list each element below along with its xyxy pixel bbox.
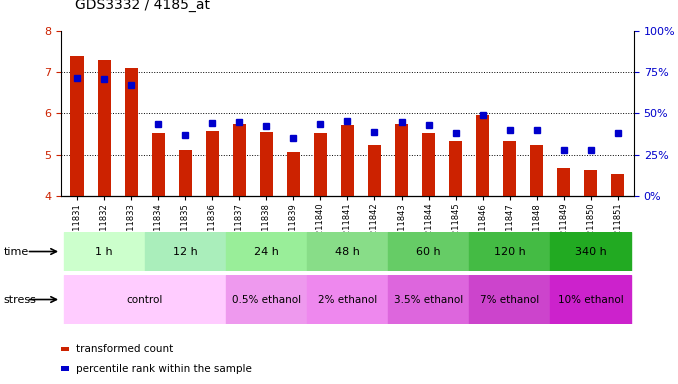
Text: 7% ethanol: 7% ethanol [480,295,539,305]
Text: 12 h: 12 h [173,247,198,257]
Text: 24 h: 24 h [254,247,279,257]
Bar [611,174,624,196]
Bar [503,141,517,196]
Bar [145,232,226,271]
Bar [307,275,388,324]
Bar [550,232,631,271]
Bar [178,150,192,196]
Bar [388,275,469,324]
Bar [64,275,226,324]
Text: control: control [127,295,163,305]
Bar [422,133,435,196]
Bar [307,232,388,271]
Text: 60 h: 60 h [416,247,441,257]
Bar [64,232,145,271]
Bar [125,68,138,196]
Text: 340 h: 340 h [575,247,607,257]
Text: 0.5% ethanol: 0.5% ethanol [232,295,301,305]
Bar [287,152,300,196]
Bar [395,124,408,196]
Bar [226,232,307,271]
Bar [557,168,570,196]
Bar [314,133,327,196]
Bar [469,232,550,271]
Text: percentile rank within the sample: percentile rank within the sample [76,364,252,374]
Text: 1 h: 1 h [96,247,113,257]
Text: 10% ethanol: 10% ethanol [558,295,624,305]
Bar [205,131,219,196]
Text: 2% ethanol: 2% ethanol [318,295,377,305]
Bar [367,146,381,196]
Bar [388,232,469,271]
Bar [530,146,543,196]
Text: 120 h: 120 h [494,247,525,257]
Bar [233,124,246,196]
Bar [260,132,273,196]
Text: time: time [3,247,28,257]
Text: transformed count: transformed count [76,344,173,354]
Text: stress: stress [3,295,36,305]
Bar [476,114,490,196]
Bar [550,275,631,324]
Bar [469,275,550,324]
Bar [152,133,165,196]
Text: 3.5% ethanol: 3.5% ethanol [394,295,463,305]
Bar [226,275,307,324]
Bar [98,60,111,196]
Text: 48 h: 48 h [335,247,360,257]
Bar [341,125,354,196]
Bar [584,170,597,196]
Text: GDS3332 / 4185_at: GDS3332 / 4185_at [75,0,210,12]
Bar [449,141,462,196]
Bar [71,56,84,196]
